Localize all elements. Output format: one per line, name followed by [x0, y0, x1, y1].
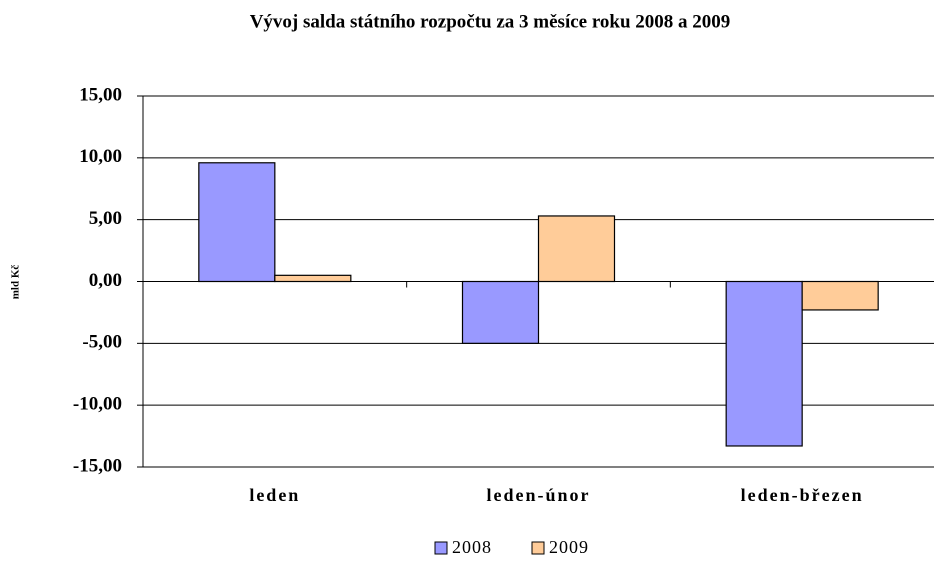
x-tick-label: leden [249, 485, 300, 505]
bar [198, 162, 276, 283]
bar [461, 280, 540, 344]
y-tick-label: 5,00 [89, 208, 122, 229]
bar [274, 274, 352, 283]
bar [537, 215, 616, 283]
y-tick-label: -5,00 [82, 332, 122, 353]
chart-title: Vývoj salda státního rozpočtu za 3 měsíc… [250, 11, 731, 32]
x-tick-label: leden-březen [741, 485, 864, 505]
y-tick-label: 10,00 [79, 146, 122, 167]
bar [801, 280, 879, 311]
y-axis-title: mld Kč [10, 265, 22, 300]
legend-swatch [531, 541, 545, 555]
y-tick-label: 0,00 [89, 270, 122, 291]
y-tick-label: -10,00 [73, 394, 122, 415]
legend-label: 2008 [452, 537, 492, 557]
legend-label: 2009 [549, 537, 589, 557]
y-tick-label: -15,00 [73, 455, 122, 476]
bar [725, 280, 803, 447]
y-tick-label: 15,00 [79, 84, 122, 105]
legend-swatch [434, 541, 448, 555]
x-tick-label: leden-únor [486, 485, 590, 505]
